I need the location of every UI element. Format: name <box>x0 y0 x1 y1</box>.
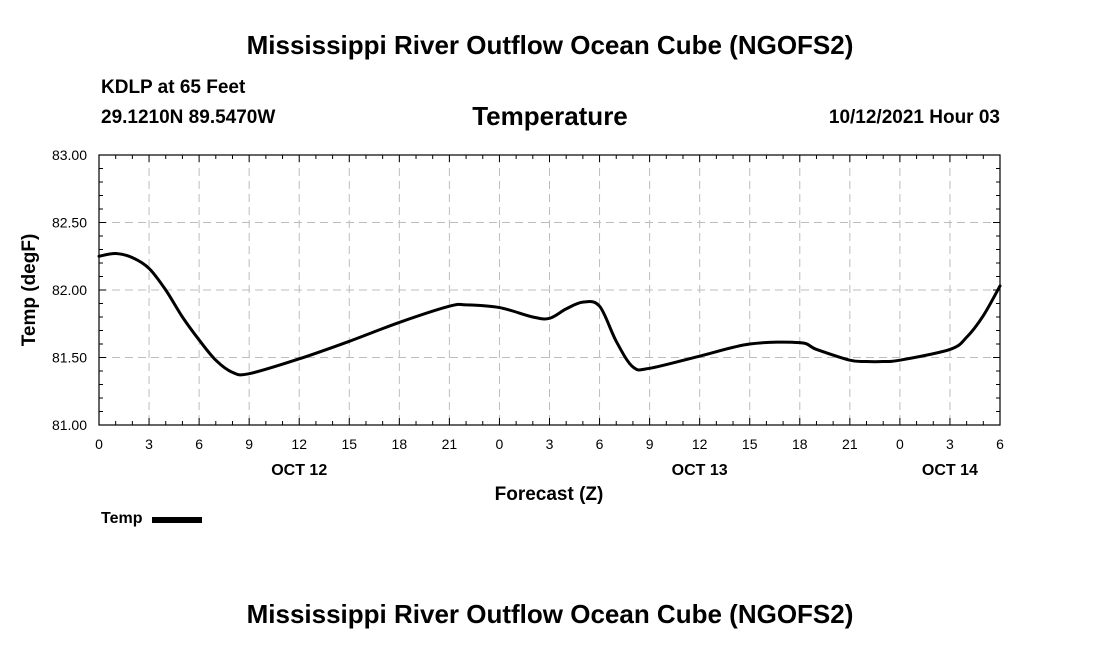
y-tick-label: 83.00 <box>52 147 87 163</box>
station-coordinates: 29.1210N 89.5470W <box>101 107 276 128</box>
day-label: OCT 14 <box>922 462 978 479</box>
x-tick-label: 18 <box>392 436 408 452</box>
day-label: OCT 13 <box>672 462 728 479</box>
x-tick-label: 6 <box>996 436 1004 452</box>
station-label: KDLP at 65 Feet <box>101 77 246 98</box>
x-tick-label: 21 <box>842 436 858 452</box>
y-tick-label: 81.00 <box>52 417 87 433</box>
day-label: OCT 12 <box>271 462 327 479</box>
y-axis-label: Temp (degF) <box>19 234 40 347</box>
variable-title: Temperature <box>472 101 628 131</box>
x-tick-label: 6 <box>195 436 203 452</box>
x-tick-label: 3 <box>145 436 153 452</box>
x-tick-label: 3 <box>946 436 954 452</box>
forecast-date: 10/12/2021 Hour 03 <box>828 107 1000 128</box>
y-tick-label: 82.50 <box>52 215 87 231</box>
x-tick-label: 0 <box>496 436 504 452</box>
x-tick-label: 21 <box>442 436 458 452</box>
legend: Temp <box>101 510 203 528</box>
y-tick-label: 81.50 <box>52 350 87 366</box>
x-tick-label: 9 <box>646 436 654 452</box>
y-tick-label: 82.00 <box>52 282 87 298</box>
chart-title-top: Mississippi River Outflow Ocean Cube (NG… <box>246 30 854 60</box>
series-layer <box>97 252 1002 377</box>
x-tick-label: 15 <box>341 436 357 452</box>
x-tick-label: 9 <box>245 436 253 452</box>
series-line-temp <box>97 252 1002 377</box>
x-tick-label: 0 <box>896 436 904 452</box>
x-tick-label: 15 <box>742 436 758 452</box>
grid-layer <box>99 155 1000 425</box>
x-tick-label: 3 <box>546 436 554 452</box>
x-tick-label: 18 <box>792 436 808 452</box>
x-tick-label: 0 <box>95 436 103 452</box>
x-tick-label: 12 <box>692 436 708 452</box>
ticks-layer: 81.00 81.50 82.00 82.50 83.00 0 3 6 9 12 15 18 21 0 3 6… <box>52 147 1004 479</box>
chart-title-bottom: Mississippi River Outflow Ocean Cube (NG… <box>246 599 854 629</box>
legend-label: Temp <box>101 510 143 527</box>
legend-swatch <box>152 517 203 523</box>
x-tick-label: 12 <box>291 436 307 452</box>
x-axis-label: Forecast (Z) <box>495 484 604 505</box>
x-tick-label: 6 <box>596 436 604 452</box>
